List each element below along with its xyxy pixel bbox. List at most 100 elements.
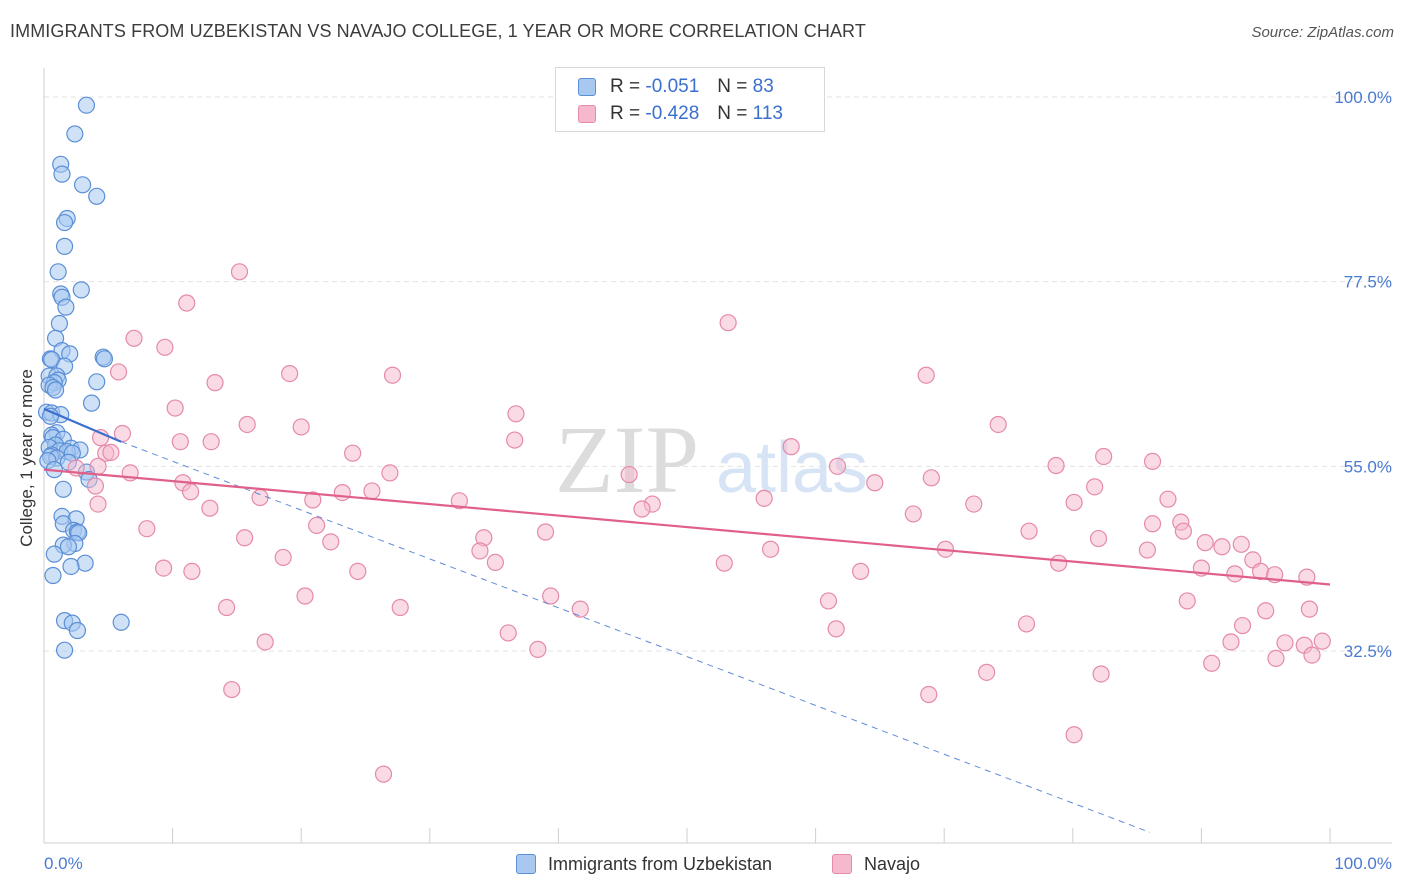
data-point-uzbekistan (50, 314, 69, 333)
data-point-uzbekistan (95, 350, 114, 368)
data-point-uzbekistan (46, 381, 65, 399)
data-point-navajo (904, 505, 922, 523)
data-point-navajo (1276, 634, 1294, 652)
data-point-navajo (917, 366, 935, 384)
data-point-navajo (218, 598, 236, 617)
legend-n-value: 83 (752, 76, 774, 97)
x-axis-ticks (172, 828, 1331, 843)
data-point-navajo (363, 482, 381, 500)
data-point-navajo (529, 640, 547, 658)
data-point-navajo (1017, 615, 1036, 633)
data-point-uzbekistan (88, 373, 106, 391)
bottom-legend-swatch-navajo (832, 854, 852, 874)
data-point-navajo (230, 263, 249, 281)
data-point-navajo (1047, 456, 1065, 475)
data-point-navajo (236, 529, 254, 547)
y-tick-label: 77.5% (1344, 273, 1392, 292)
data-point-navajo (201, 499, 219, 517)
x-axis-tick-labels: 0.0% 100.0% (44, 854, 1392, 873)
data-point-navajo (154, 559, 173, 577)
data-point-navajo (333, 483, 351, 502)
data-point-navajo (761, 540, 780, 558)
trend-line-uzbekistan-extended (120, 441, 1151, 833)
data-point-uzbekistan (82, 394, 101, 412)
data-point-navajo (1178, 592, 1196, 610)
data-point-navajo (281, 364, 299, 383)
data-point-navajo (89, 495, 107, 513)
bottom-legend-label-navajo: Navajo (864, 853, 921, 874)
data-point-uzbekistan (88, 187, 106, 205)
data-point-navajo (1203, 654, 1221, 672)
data-point-navajo (251, 488, 269, 507)
legend-swatch-navajo (578, 105, 596, 123)
data-point-navajo (1065, 493, 1083, 512)
data-point-navajo (920, 685, 938, 704)
data-point-uzbekistan (66, 125, 84, 143)
data-point-navajo (113, 424, 132, 443)
data-point-navajo (304, 491, 322, 509)
legend-row-navajo: R = -0.428 N = 113 (578, 101, 783, 127)
data-point-navajo (755, 489, 773, 507)
legend-r-value: -0.428 (645, 103, 700, 124)
data-point-navajo (1138, 541, 1156, 559)
data-point-navajo (308, 516, 326, 535)
data-point-navajo (1257, 602, 1275, 620)
legend-n-value: 113 (752, 103, 783, 124)
data-point-navajo (102, 443, 120, 461)
data-point-navajo (1086, 478, 1104, 496)
data-point-navajo (89, 457, 107, 475)
data-point-navajo (633, 500, 651, 518)
data-point-uzbekistan (55, 213, 74, 232)
stats-legend: R = -0.051 N = 83 R = -0.428 N = 113 (555, 67, 825, 132)
data-point-uzbekistan (54, 480, 72, 498)
data-point-navajo (156, 338, 174, 356)
data-point-navajo (381, 464, 399, 482)
data-point-navajo (223, 680, 241, 699)
data-point-navajo (1143, 515, 1162, 533)
bottom-legend-swatch-uzbekistan (516, 854, 536, 874)
legend-row-uzbekistan: R = -0.051 N = 83 (578, 74, 774, 100)
bottom-legend-uzbekistan: Immigrants from Uzbekistan (516, 851, 772, 877)
y-axis-label: College, 1 year or more (17, 369, 36, 547)
data-point-uzbekistan (68, 621, 87, 640)
data-point-uzbekistan (55, 641, 74, 659)
x-tick-label: 100.0% (1334, 854, 1392, 873)
data-point-navajo (852, 562, 870, 580)
data-point-navajo (1233, 616, 1252, 635)
data-point-navajo (1226, 565, 1244, 583)
y-tick-label: 55.0% (1344, 457, 1392, 476)
trend-lines (43, 407, 1331, 833)
data-point-navajo (86, 477, 105, 495)
y-tick-label: 32.5% (1344, 642, 1392, 661)
data-point-navajo (296, 587, 314, 605)
data-point-navajo (507, 405, 525, 423)
data-point-navajo (1050, 554, 1068, 572)
data-point-navajo (1196, 534, 1214, 552)
x-tick-label: 0.0% (44, 854, 83, 873)
data-point-navajo (1300, 600, 1319, 618)
legend-swatch-uzbekistan (578, 78, 596, 96)
data-point-navajo (471, 542, 489, 560)
y-axis-tick-labels: 32.5% 55.0% 77.5% 100.0% (1334, 88, 1392, 661)
data-point-navajo (178, 294, 196, 312)
data-point-navajo (292, 418, 310, 436)
data-point-uzbekistan (112, 613, 130, 631)
data-point-navajo (989, 415, 1007, 434)
data-point-navajo (486, 553, 504, 571)
data-point-navajo (238, 415, 256, 434)
data-point-navajo (171, 433, 189, 451)
data-point-navajo (374, 765, 393, 783)
data-point-uzbekistan (53, 165, 71, 183)
data-point-navajo (499, 624, 517, 642)
watermark-zip: ZIP (555, 406, 699, 513)
data-point-navajo (1222, 633, 1240, 651)
data-point-navajo (274, 548, 292, 567)
trend-line-uzbekistan (43, 407, 122, 443)
data-point-navajo (256, 633, 274, 651)
legend-r-label: R = (610, 76, 641, 97)
data-point-navajo (138, 520, 156, 538)
data-point-navajo (1313, 632, 1331, 650)
data-point-navajo (536, 523, 555, 541)
legend-r-value: -0.051 (645, 76, 700, 97)
